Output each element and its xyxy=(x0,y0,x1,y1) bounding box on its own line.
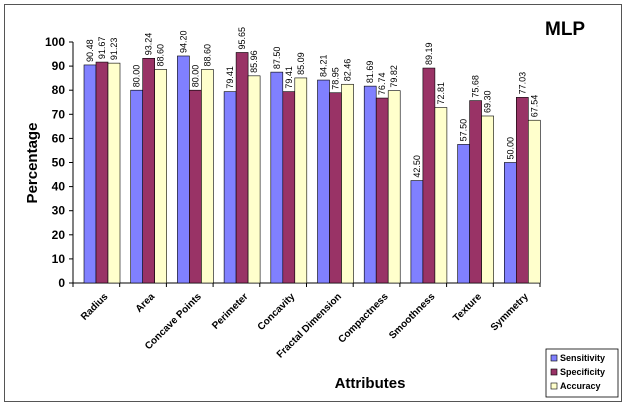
bar-specificity xyxy=(422,67,436,284)
legend-swatch xyxy=(550,382,558,390)
bar-specificity xyxy=(282,91,296,284)
data-label: 89.19 xyxy=(424,43,434,66)
legend-swatch xyxy=(550,354,558,362)
data-label: 95.65 xyxy=(237,27,247,50)
chart-title: MLP xyxy=(545,19,585,40)
data-label: 80.00 xyxy=(132,65,142,88)
bar-sensitivity xyxy=(83,64,97,284)
y-tick-label: 80 xyxy=(52,83,66,97)
bar-sensitivity xyxy=(410,180,424,284)
bar-specificity xyxy=(329,92,342,284)
bar-specificity xyxy=(515,97,529,284)
data-label: 57.50 xyxy=(459,119,469,142)
category-label: Radius xyxy=(79,291,111,323)
bar-sensitivity xyxy=(503,162,517,284)
bar-accuracy xyxy=(481,115,494,284)
bar-accuracy xyxy=(107,62,121,284)
y-tick-label: 70 xyxy=(52,107,66,121)
legend-label: Accuracy xyxy=(560,381,601,391)
data-label: 67.54 xyxy=(529,95,539,118)
y-tick-label: 0 xyxy=(58,276,65,290)
x-axis-title: Attributes xyxy=(335,375,406,392)
bar-specificity xyxy=(189,89,202,284)
data-label: 81.69 xyxy=(365,61,375,84)
category-label: Compactness xyxy=(337,291,391,345)
bar-specificity xyxy=(142,57,155,284)
bar-accuracy xyxy=(154,69,167,284)
legend-swatch xyxy=(550,368,558,376)
category-label: Area xyxy=(134,291,158,315)
category-label: Texture xyxy=(451,291,484,324)
y-tick-label: 50 xyxy=(52,156,66,170)
category-label: Perimeter xyxy=(210,291,250,331)
data-label: 90.48 xyxy=(85,39,95,62)
data-label: 72.81 xyxy=(436,82,446,105)
data-label: 88.60 xyxy=(156,44,166,67)
category-label: Concavity xyxy=(256,291,298,333)
data-label: 75.68 xyxy=(471,75,481,98)
data-label: 79.41 xyxy=(284,66,294,89)
bar-accuracy xyxy=(341,83,354,284)
bar-sensitivity xyxy=(270,71,284,284)
bar-sensitivity xyxy=(130,89,143,284)
y-axis-title: Percentage xyxy=(24,123,41,204)
bar-specificity xyxy=(469,100,482,284)
data-label: 85.96 xyxy=(249,50,259,73)
legend-box xyxy=(545,348,619,398)
data-label: 85.09 xyxy=(296,52,306,75)
data-label: 42.50 xyxy=(412,155,422,178)
data-label: 94.20 xyxy=(178,30,188,53)
bar-accuracy xyxy=(294,77,308,284)
data-label: 76.74 xyxy=(377,73,387,96)
data-label: 50.00 xyxy=(505,137,515,160)
y-tick-label: 90 xyxy=(52,59,66,73)
bar-sensitivity xyxy=(177,55,190,284)
bar-accuracy xyxy=(247,75,261,284)
bar-specificity xyxy=(235,52,249,284)
bar-sensitivity xyxy=(223,91,237,284)
bar-sensitivity xyxy=(457,144,470,284)
bars xyxy=(83,52,541,284)
y-tick-label: 60 xyxy=(52,131,66,145)
y-tick-label: 40 xyxy=(52,180,66,194)
data-label: 82.46 xyxy=(343,59,353,82)
bar-accuracy xyxy=(527,119,541,284)
data-label: 93.24 xyxy=(144,33,154,56)
data-label: 84.21 xyxy=(319,55,329,78)
data-label: 80.00 xyxy=(190,65,200,88)
y-tick-label: 10 xyxy=(52,252,66,266)
bar-specificity xyxy=(95,61,109,284)
data-label: 69.30 xyxy=(483,90,493,113)
bar-specificity xyxy=(375,97,389,284)
legend: Sensitivity Specificity Accuracy xyxy=(545,348,619,398)
bar-sensitivity xyxy=(363,85,377,284)
data-label: 79.41 xyxy=(225,66,235,89)
bar-sensitivity xyxy=(317,79,330,284)
data-label: 87.50 xyxy=(272,47,282,70)
data-label: 79.82 xyxy=(389,65,399,88)
y-tick-label: 100 xyxy=(45,35,65,49)
category-label: Symmetry xyxy=(489,291,531,333)
y-tick-label: 30 xyxy=(52,204,66,218)
legend-label: Sensitivity xyxy=(560,353,605,363)
y-tick-label: 20 xyxy=(52,228,66,242)
data-label: 77.03 xyxy=(517,72,527,95)
data-label: 91.23 xyxy=(109,38,119,61)
data-label: 88.60 xyxy=(202,44,212,67)
bar-accuracy xyxy=(201,69,214,284)
bar-accuracy xyxy=(434,107,448,284)
bar-accuracy xyxy=(387,90,401,284)
data-label: 91.67 xyxy=(97,37,107,60)
data-label: 78.95 xyxy=(331,67,341,90)
category-label: Smoothness xyxy=(387,291,438,342)
legend-label: Specificity xyxy=(560,367,605,377)
